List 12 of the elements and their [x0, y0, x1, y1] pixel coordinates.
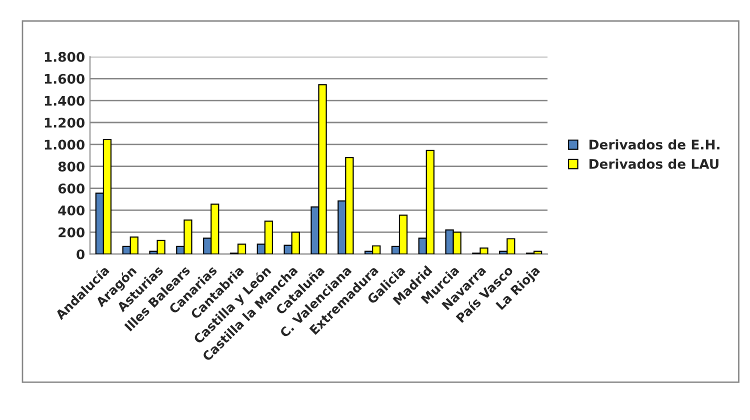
y-tick-label: 1.200: [44, 118, 85, 128]
y-tick-label: 1.400: [44, 96, 85, 106]
legend-label: Derivados de LAU: [590, 158, 718, 169]
y-tick-label: 200: [58, 227, 85, 238]
y-tick-label: 400: [58, 205, 85, 216]
legend-label: Derivados de E.H.: [590, 139, 720, 150]
y-tick-label: 1.800: [44, 52, 85, 62]
y-tick-label: 800: [58, 162, 85, 172]
y-tick-label: 600: [58, 184, 85, 194]
y-tick-label: 1.600: [44, 74, 85, 84]
y-tick-label: 1.000: [44, 140, 85, 150]
y-tick-label: 0: [76, 249, 85, 260]
